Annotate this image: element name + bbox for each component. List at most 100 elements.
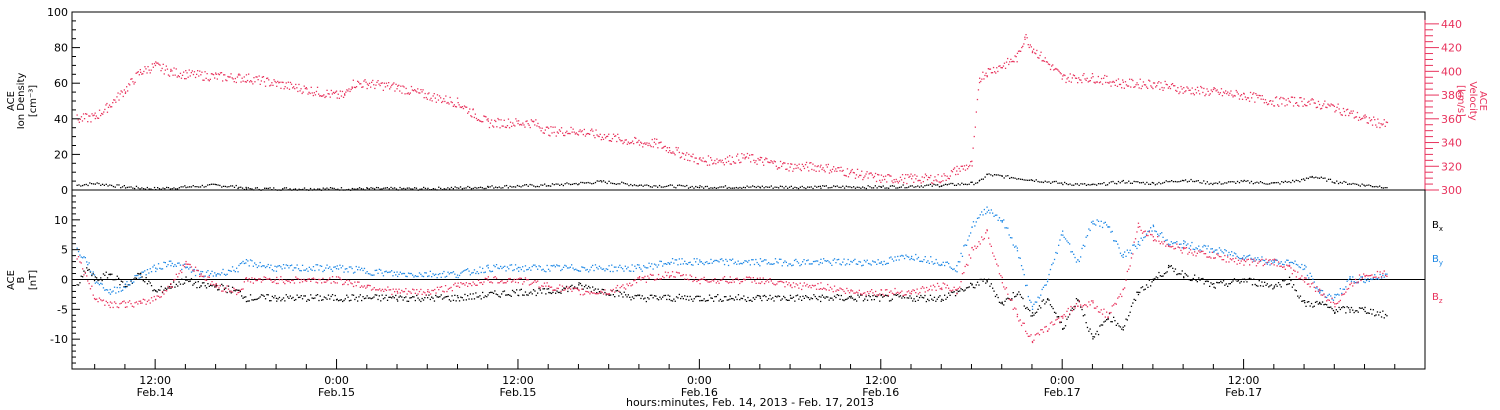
- by-point: [891, 258, 893, 260]
- bz-point: [619, 287, 621, 289]
- bx-point: [260, 294, 263, 296]
- density-point: [150, 188, 152, 190]
- velocity-point: [630, 142, 633, 144]
- velocity-point: [803, 167, 806, 170]
- velocity-point: [1129, 78, 1131, 80]
- bx-point: [134, 277, 136, 279]
- density-point: [895, 187, 897, 189]
- velocity-point: [1318, 103, 1321, 106]
- bx-point: [104, 274, 106, 276]
- by-point: [862, 264, 864, 266]
- bz-point: [270, 279, 272, 281]
- velocity-point: [1385, 121, 1387, 123]
- by-point: [97, 282, 99, 284]
- velocity-point: [1168, 86, 1171, 88]
- velocity-point: [628, 142, 631, 145]
- bx-point: [295, 298, 297, 301]
- bz-point: [784, 286, 786, 288]
- bz-point: [177, 276, 179, 278]
- bz-point: [704, 279, 707, 281]
- by-point: [88, 262, 90, 264]
- density-point: [742, 186, 745, 188]
- velocity-point: [392, 83, 394, 85]
- by-point: [762, 260, 764, 262]
- bx-point: [431, 296, 433, 298]
- by-point: [471, 272, 473, 274]
- by-point: [590, 266, 592, 268]
- bz-point: [583, 293, 586, 295]
- bz-point: [303, 278, 305, 281]
- velocity-point: [664, 145, 666, 147]
- density-point: [1188, 180, 1190, 182]
- bz-point: [424, 292, 426, 294]
- density-point: [505, 184, 508, 187]
- by-point: [858, 260, 860, 263]
- velocity-point: [1016, 52, 1019, 54]
- bx-point: [201, 282, 204, 284]
- velocity-point: [825, 164, 827, 166]
- velocity-point: [277, 80, 279, 83]
- density-point: [1184, 179, 1187, 181]
- by-point: [594, 264, 597, 266]
- by-point: [908, 256, 910, 258]
- bz-point: [803, 282, 805, 284]
- velocity-point: [1071, 77, 1073, 79]
- bx-point: [916, 295, 918, 297]
- bx-point: [542, 288, 544, 290]
- bx-point: [230, 292, 232, 294]
- velocity-point: [287, 81, 289, 83]
- bx-point: [850, 297, 852, 299]
- bx-point: [882, 296, 884, 298]
- by-point: [401, 273, 403, 275]
- velocity-point: [910, 173, 912, 175]
- density-point: [238, 186, 240, 189]
- density-point: [491, 185, 493, 187]
- by-point: [927, 260, 929, 262]
- bx-point: [858, 296, 860, 298]
- by-point: [1211, 248, 1213, 250]
- bz-point: [839, 287, 841, 289]
- density-point: [1267, 183, 1269, 185]
- velocity-point: [1180, 85, 1182, 88]
- bz-point: [626, 283, 628, 285]
- by-point: [873, 261, 875, 263]
- bz-point: [358, 281, 360, 283]
- velocity-point: [1239, 95, 1242, 97]
- bz-point: [530, 283, 532, 285]
- bx-point: [600, 292, 602, 294]
- bx-point: [1036, 311, 1038, 313]
- bx-point: [1029, 309, 1031, 312]
- by-point: [166, 265, 168, 268]
- by-point: [1066, 240, 1068, 242]
- density-point: [1121, 180, 1123, 183]
- bz-point: [442, 290, 444, 292]
- density-point: [340, 187, 343, 189]
- by-point: [527, 268, 529, 271]
- velocity-point: [112, 102, 114, 104]
- velocity-point: [739, 162, 741, 164]
- bx-point: [401, 296, 403, 298]
- velocity-point: [1156, 85, 1158, 87]
- bz-point: [316, 282, 319, 284]
- density-point: [1172, 181, 1175, 183]
- velocity-point: [892, 182, 894, 184]
- bx-point: [598, 291, 601, 293]
- velocity-point: [190, 72, 192, 74]
- bz-point: [94, 298, 96, 301]
- bx-point: [780, 299, 782, 301]
- velocity-point: [947, 177, 949, 179]
- by-point: [578, 270, 580, 272]
- velocity-point: [76, 114, 78, 116]
- by-point: [870, 264, 872, 266]
- bz-point: [498, 282, 500, 284]
- velocity-point: [1284, 105, 1286, 107]
- density-point: [1076, 183, 1078, 185]
- by-point: [1305, 266, 1307, 268]
- by-point: [211, 270, 213, 272]
- bx-point: [433, 300, 436, 302]
- bx-point: [484, 295, 486, 297]
- density-point: [591, 183, 593, 185]
- bz-point: [939, 288, 941, 290]
- bx-point: [1187, 275, 1189, 277]
- bx-point: [221, 283, 223, 285]
